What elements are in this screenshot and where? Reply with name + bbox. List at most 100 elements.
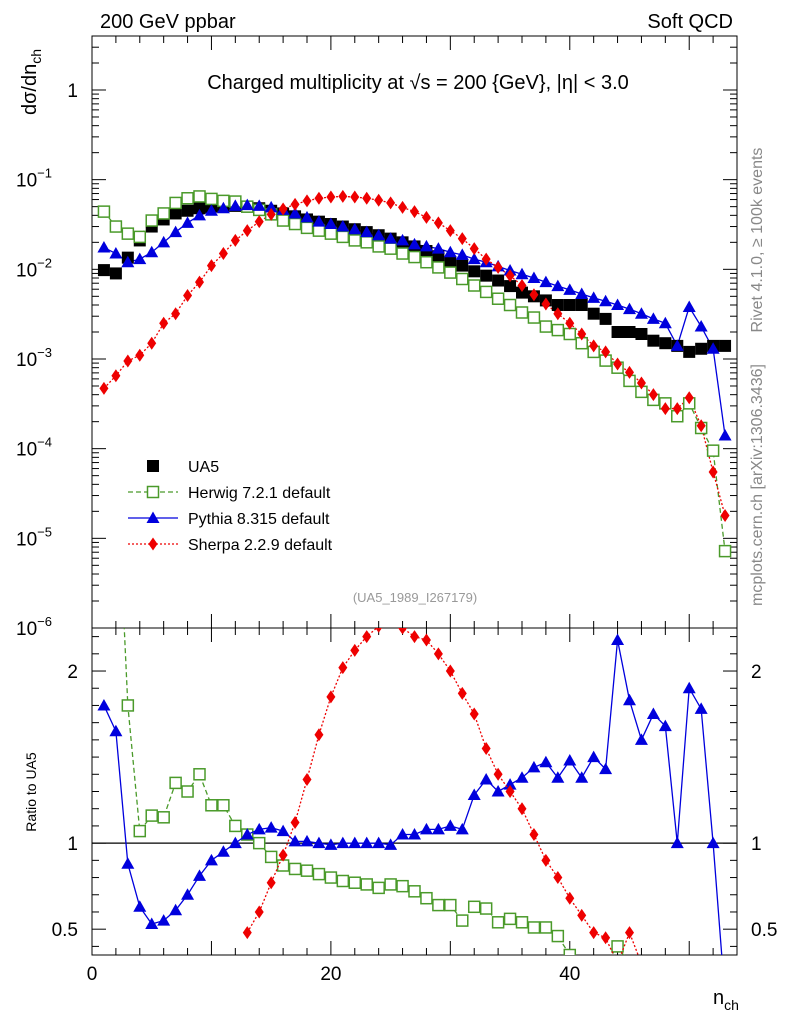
side-label-bottom: mcplots.cern.ch [arXiv:1306.3436] <box>749 364 766 606</box>
herwig-ratio-point <box>252 836 266 850</box>
pythia-main-point <box>193 208 206 221</box>
herwig-main-point <box>551 323 565 337</box>
herwig-ratio-point <box>624 958 635 969</box>
ratio-xtick-label: 20 <box>320 964 341 985</box>
pythia-ratio-point <box>599 762 613 775</box>
sherpa-main-point <box>601 345 611 359</box>
ua5-main-point <box>575 299 588 312</box>
herwig-main-point <box>193 190 206 203</box>
herwig-main-point <box>181 192 194 205</box>
herwig-main-point <box>157 207 170 220</box>
legend-label-herwig: Herwig 7.2.1 default <box>188 485 331 502</box>
pythia-ratio-point <box>216 845 230 857</box>
pythia-main-point <box>264 200 278 213</box>
sherpa-ratio-point <box>398 628 408 635</box>
herwig-main-point <box>456 272 469 286</box>
sherpa-main-point <box>386 196 396 210</box>
pythia-main-point <box>563 283 577 295</box>
pythia-main-point <box>419 239 433 252</box>
sherpa-main-point <box>99 381 109 395</box>
sherpa-ratio-point <box>565 891 575 905</box>
header-right: Soft QCD <box>647 11 733 33</box>
herwig-ratio-point <box>264 850 278 864</box>
sherpa-main-point <box>589 339 599 353</box>
pythia-ratio-line <box>103 639 723 955</box>
herwig-ratio-point <box>133 824 147 838</box>
sherpa-ratio-point <box>338 661 348 675</box>
sherpa-ratio-point <box>493 767 503 781</box>
sherpa-main-point <box>625 365 634 379</box>
sherpa-main-point <box>398 200 408 214</box>
ua5-main-point <box>587 307 600 320</box>
herwig-main-point <box>527 311 541 324</box>
sherpa-main-point <box>159 316 169 330</box>
ratio-xtick-label: 0 <box>87 964 98 985</box>
ratio-ylabel: Ratio to UA5 <box>23 752 39 832</box>
sherpa-main-point <box>577 327 587 341</box>
sherpa-main-point <box>195 275 204 289</box>
sherpa-ratio-point <box>290 815 300 829</box>
sherpa-main-point <box>720 508 730 522</box>
sherpa-ratio-point <box>314 728 324 742</box>
pythia-ratio-point <box>670 836 684 849</box>
sherpa-ratio-point <box>278 848 288 862</box>
sherpa-ratio-line <box>246 628 639 955</box>
ua5-main-point <box>193 202 206 215</box>
pythia-ratio-point <box>360 836 374 849</box>
sherpa-main-point <box>517 279 527 293</box>
herwig-ratio-point <box>348 876 362 889</box>
herwig-main-point <box>384 242 397 255</box>
herwig-ratio-point <box>444 898 457 912</box>
sherpa-main-point <box>183 289 193 303</box>
pythia-main-point <box>288 206 302 219</box>
pythia-ratio-point <box>97 698 111 711</box>
herwig-ratio-point <box>384 878 397 891</box>
herwig-main-point <box>444 266 457 279</box>
sherpa-ratio-point <box>577 908 587 922</box>
herwig-ratio-point <box>408 885 421 898</box>
sherpa-ratio-point <box>410 630 419 644</box>
sherpa-main-point <box>493 260 503 274</box>
pythia-main-point <box>515 267 529 280</box>
main-axes: 10−6 10−5 10−4 10−3 10−2 10−1 1 <box>16 35 738 640</box>
ua5-main-point <box>659 337 672 350</box>
sherpa-ratio-point <box>553 871 563 885</box>
pythia-main-point <box>360 225 374 238</box>
herwig-main-point <box>539 320 553 333</box>
ua5-main-point <box>169 207 182 220</box>
reference-label: (UA5_1989_I267179) <box>353 590 477 605</box>
herwig-main-point <box>288 217 302 231</box>
sherpa-ratio-point <box>326 690 336 704</box>
pythia-main-point <box>718 429 732 441</box>
pythia-ratio-point <box>419 822 433 835</box>
pythia-main-point <box>682 300 696 313</box>
sherpa-ratio-point <box>625 926 634 940</box>
pythia-main-point <box>121 255 135 268</box>
ua5-main-point <box>492 274 505 287</box>
pythia-main-point <box>372 228 386 241</box>
pythia-main-point <box>216 201 230 214</box>
pythia-main-point <box>646 312 660 324</box>
pythia-ratio-point <box>288 834 302 847</box>
sherpa-main-point <box>147 336 157 350</box>
sherpa-main-point <box>660 402 670 416</box>
side-label-top: Rivet 4.1.0, ≥ 100k events <box>749 148 766 333</box>
herwig-main-point <box>563 327 577 341</box>
pythia-ratio-point <box>145 917 159 930</box>
pythia-ratio-point <box>264 821 278 833</box>
sherpa-main-point <box>684 391 694 405</box>
pythia-ratio-point <box>228 836 242 849</box>
sherpa-main-point <box>505 269 515 283</box>
herwig-main-point <box>336 230 350 244</box>
sherpa-main-point <box>672 402 682 416</box>
pythia-ratio-point <box>479 772 493 785</box>
herwig-ratio-point <box>420 891 433 905</box>
main-ytick-label: 10−1 <box>16 166 52 192</box>
ua5-main-point <box>97 264 110 277</box>
pythia-ratio-point <box>240 828 254 840</box>
sherpa-ratio-point <box>362 630 372 644</box>
herwig-main-point <box>467 279 481 292</box>
pythia-ratio-point <box>408 828 421 840</box>
herwig-main-point <box>515 306 529 319</box>
